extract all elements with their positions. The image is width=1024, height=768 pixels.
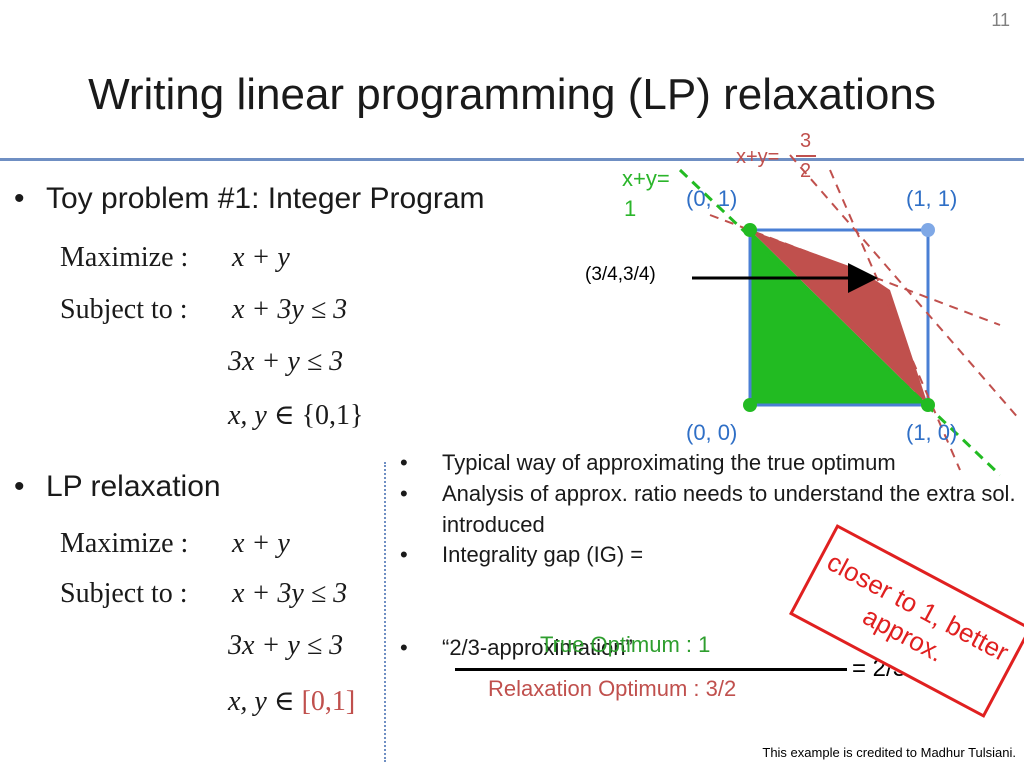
line-x-plus-y-3-2 xyxy=(789,154,1021,421)
ip-maximize-label: Maximize : xyxy=(60,242,189,273)
lp-objective: x + y xyxy=(232,528,290,559)
unit-square xyxy=(748,228,930,407)
point-1-0 xyxy=(921,398,935,412)
bullet-dot: • xyxy=(14,470,25,503)
ip-constraint-2: 3x + y ≤ 3 xyxy=(228,346,344,377)
lp-constraint-3: x, y ∈ [0,1] xyxy=(228,686,356,717)
label-mid-point: (3/4,3/4) xyxy=(585,264,656,285)
lp-subject-label: Subject to : xyxy=(60,578,188,609)
label-line-green-a: x+y= xyxy=(622,166,670,191)
constraint-line-1 xyxy=(709,214,1001,326)
vertical-separator xyxy=(384,462,386,762)
bullet-text: Toy problem #1: Integer Program xyxy=(46,182,485,215)
slide-number: 11 xyxy=(991,10,1010,30)
note-item: • Analysis of approx. ratio needs to unde… xyxy=(400,480,1016,537)
label-point-0-1: (0, 1) xyxy=(686,186,738,211)
label-point-1-0: (1, 0) xyxy=(906,420,958,445)
ip-subject-label: Subject to : xyxy=(60,294,188,325)
bullet-lp-relaxation: • LP relaxation xyxy=(14,470,221,504)
constraint-line-2 xyxy=(829,169,961,471)
ip-constraint-3: x, y ∈ {0,1} xyxy=(228,400,364,431)
bullet-toy-problem: • Toy problem #1: Integer Program xyxy=(14,182,485,216)
label-point-0-0: (0, 0) xyxy=(686,420,738,445)
bullet-dot: • xyxy=(14,182,25,215)
point-1-1 xyxy=(921,223,935,237)
label-line-red-fraction-bar xyxy=(796,155,816,157)
note-item: • Typical way of approximating the true o… xyxy=(400,450,896,475)
label-point-1-1: (1, 1) xyxy=(906,186,958,211)
slide-title: Writing linear programming (LP) relaxati… xyxy=(88,70,936,119)
feasible-region-diagram xyxy=(678,154,1021,477)
fraction-numerator: True Optimum : 1 xyxy=(540,632,711,657)
credit-text: This example is credited to Madhur Tulsi… xyxy=(762,745,1016,760)
label-line-red: x+y= xyxy=(736,146,780,168)
label-line-green-b: 1 xyxy=(624,196,637,221)
ip-constraint-1: x + 3y ≤ 3 xyxy=(232,294,348,325)
lp-constraint-2: 3x + y ≤ 3 xyxy=(228,630,344,661)
ip-objective: x + y xyxy=(232,242,290,273)
note-item: • Integrality gap (IG) = xyxy=(400,542,644,568)
line-x-plus-y-1 xyxy=(678,168,1002,477)
notes-list: • Typical way of approximating the true o… xyxy=(400,448,1020,664)
ip-integer-set: {0,1} xyxy=(301,400,364,431)
bullet-text: LP relaxation xyxy=(46,470,221,503)
lp-maximize-label: Maximize : xyxy=(60,528,189,559)
lp-interval-set: [0,1] xyxy=(301,686,356,717)
lp-extra-region xyxy=(750,230,928,405)
fraction-bar xyxy=(455,668,847,671)
point-0-0 xyxy=(743,398,757,412)
point-0-1 xyxy=(743,223,757,237)
fraction-denominator: Relaxation Optimum : 3/2 xyxy=(488,676,737,701)
note-item: • “2/3-approximation” xyxy=(400,635,633,661)
label-line-red-numerator: 3 xyxy=(800,130,812,152)
title-divider xyxy=(0,158,1024,161)
label-line-red-denominator: 2 xyxy=(800,160,812,182)
lp-constraint-1: x + 3y ≤ 3 xyxy=(232,578,348,609)
